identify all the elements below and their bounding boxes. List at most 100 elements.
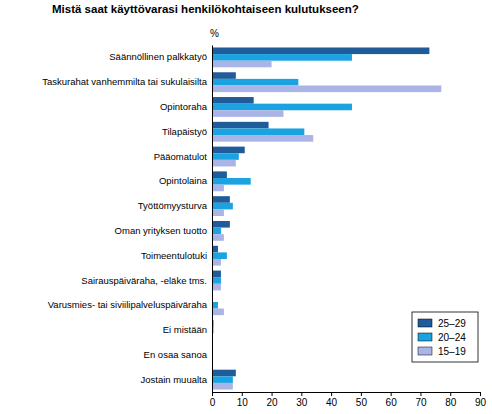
- tick-label: 50: [356, 397, 368, 408]
- category-label: Tilapäistyö: [162, 126, 207, 137]
- category-label: Taskurahat vanhemmilta tai sukulaisilta: [42, 76, 207, 87]
- tick-mark: [272, 392, 273, 396]
- tick: 80: [445, 392, 457, 408]
- category-label: Oman yrityksen tuotto: [115, 225, 207, 236]
- legend: 25–29 20–24 15–19: [412, 312, 478, 362]
- category-label: Jostain muualta: [140, 374, 207, 385]
- title: Mistä saat käyttövarasi henkilökohtaisee…: [52, 3, 359, 15]
- tick: 40: [326, 392, 338, 408]
- bar: [212, 47, 429, 54]
- axis-line: [213, 393, 481, 397]
- legend-label: 20–24: [438, 332, 466, 343]
- bar: [212, 79, 298, 86]
- tick: 20: [266, 392, 278, 408]
- bar: [212, 383, 233, 390]
- bar: [212, 376, 233, 383]
- legend-label: 25–29: [438, 318, 466, 329]
- tick-label: 10: [237, 397, 249, 408]
- bar: [212, 221, 230, 228]
- tick: Säännöllinen palkkatyö: [109, 51, 212, 62]
- bar: [212, 85, 441, 92]
- bar: [212, 185, 224, 192]
- tick: Opintoraha: [160, 101, 212, 112]
- bar: [212, 128, 304, 135]
- axis-line: [212, 46, 213, 393]
- bar: [212, 259, 221, 266]
- tick-label: 30: [296, 397, 308, 408]
- bar: [212, 234, 224, 241]
- tick: 50: [356, 392, 368, 408]
- bar: [212, 209, 224, 216]
- tick-label: 0: [210, 397, 216, 408]
- plot: % 0 10 20 30 40 50 60 70 80 90 Säännöllinen palkkat…: [42, 28, 486, 408]
- tick: Pääomatulot: [154, 151, 212, 162]
- tick: Tilapäistyö: [162, 126, 212, 137]
- tick-mark: [361, 392, 362, 396]
- tick-mark: [450, 392, 451, 396]
- tick-label: 20: [266, 397, 278, 408]
- tick-label: 40: [326, 397, 338, 408]
- legend-item: 15–19: [418, 346, 466, 357]
- tick-mark: [391, 392, 392, 396]
- tick-mark: [480, 392, 481, 396]
- tick-mark: [331, 392, 332, 396]
- bar: [212, 160, 236, 167]
- category-label: Ei mistään: [163, 324, 207, 335]
- legend-swatch: [418, 347, 432, 355]
- bar: [212, 61, 272, 68]
- tick: 10: [237, 392, 249, 408]
- tick: Työttömyysturva: [138, 200, 212, 211]
- legend-item: 25–29: [418, 318, 466, 329]
- tick: Toimeentulotuki: [141, 250, 212, 261]
- tick-mark: [242, 392, 243, 396]
- bar: [212, 284, 221, 291]
- legend-swatch: [418, 319, 432, 327]
- tick: Opintolaina: [159, 175, 212, 186]
- category-label: Opintoraha: [160, 101, 208, 112]
- tick: 30: [296, 392, 308, 408]
- bar: [212, 135, 313, 142]
- tick: Jostain muualta: [140, 374, 212, 385]
- tick-mark: [212, 392, 213, 396]
- bar: [212, 147, 245, 154]
- legend-label: 15–19: [438, 346, 466, 357]
- tick: 70: [415, 392, 427, 408]
- bar: [212, 277, 221, 284]
- tick-mark: [420, 392, 421, 396]
- tick: 90: [475, 392, 487, 408]
- category-label: En osaa sanoa: [144, 349, 208, 360]
- category-label: Toimeentulotuki: [141, 250, 207, 261]
- bar: [212, 178, 251, 185]
- tick: Taskurahat vanhemmilta tai sukulaisilta: [42, 76, 212, 87]
- bar: [212, 309, 224, 316]
- bar: [212, 252, 227, 259]
- category-label: Sairauspäiväraha, -eläke tms.: [81, 275, 207, 286]
- tick: Varusmies- tai siviilipalveluspäiväraha: [48, 299, 212, 310]
- bar: [212, 203, 233, 210]
- category-label: Varusmies- tai siviilipalveluspäiväraha: [48, 299, 208, 310]
- bar: [212, 271, 221, 278]
- bar: [212, 104, 352, 111]
- y-axis: Säännöllinen palkkatyö Taskurahat vanhemm…: [42, 46, 212, 393]
- chart: Mistä saat käyttövarasi henkilökohtaisee…: [0, 0, 492, 414]
- axis-label: %: [210, 28, 219, 39]
- category-label: Työttömyysturva: [138, 200, 208, 211]
- bar: [212, 228, 221, 235]
- tick-label: 60: [386, 397, 398, 408]
- x-axis: 0 10 20 30 40 50 60 70 80 90: [210, 392, 487, 408]
- bar: [212, 171, 227, 178]
- tick: Ei mistään: [163, 324, 212, 335]
- tick: 60: [386, 392, 398, 408]
- tick: 0: [210, 392, 216, 408]
- category-label: Opintolaina: [159, 175, 208, 186]
- tick-mark: [301, 392, 302, 396]
- legend-item: 20–24: [418, 332, 466, 343]
- tick: En osaa sanoa: [144, 349, 212, 360]
- bar: [212, 97, 254, 104]
- bar: [212, 196, 230, 203]
- bar: [212, 153, 239, 160]
- bar: [212, 54, 352, 61]
- tick-label: 80: [445, 397, 457, 408]
- tick: Oman yrityksen tuotto: [115, 225, 212, 236]
- bar: [212, 122, 269, 129]
